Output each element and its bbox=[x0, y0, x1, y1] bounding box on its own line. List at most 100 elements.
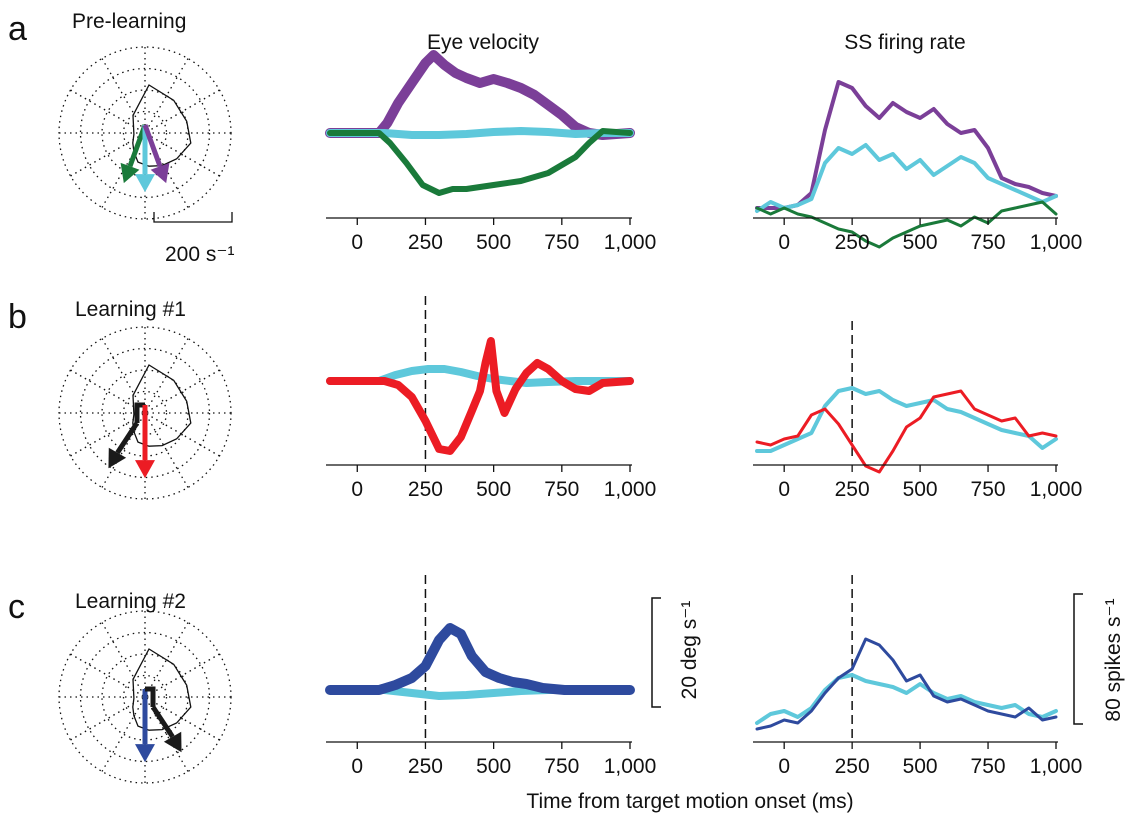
x-tick-label: 1,000 bbox=[1030, 478, 1083, 501]
x-tick-label: 500 bbox=[476, 755, 511, 778]
label-layer: Eye velocity SS firing rate Time from ta… bbox=[8, 10, 1125, 813]
series-cyan bbox=[755, 673, 1058, 725]
x-tick-label: 0 bbox=[351, 231, 363, 254]
x-tick-label: 1,000 bbox=[604, 478, 657, 501]
arrow-head-blue bbox=[135, 744, 155, 763]
panel-letter-c: c bbox=[8, 588, 25, 626]
x-tick-label: 1,000 bbox=[1030, 755, 1083, 778]
arrow-head-black bbox=[163, 731, 182, 753]
polar-spoke bbox=[101, 58, 189, 208]
polar-spoke bbox=[101, 58, 189, 208]
polar-ring bbox=[79, 631, 211, 763]
x-tick-label: 750 bbox=[971, 755, 1006, 778]
arrow-head-black bbox=[108, 447, 127, 469]
x-tick-label: 500 bbox=[476, 231, 511, 254]
polar-spoke bbox=[70, 369, 220, 457]
polar-spoke bbox=[70, 653, 220, 741]
arrow-kink bbox=[134, 402, 145, 423]
series-cyan bbox=[326, 127, 634, 139]
polar-ring bbox=[79, 347, 211, 479]
polar-ring bbox=[79, 67, 211, 199]
arrow-head-red bbox=[135, 460, 155, 479]
ss-firing-scale-bar bbox=[1073, 593, 1083, 725]
eye-velocity-scale-label: 20 deg s⁻¹ bbox=[678, 601, 701, 700]
arrow-black bbox=[115, 421, 140, 455]
arrow-head-purple bbox=[150, 162, 170, 184]
chart-b-eye-velocity: 0 250 500 750 1,000 bbox=[326, 296, 656, 501]
x-tick-label: 0 bbox=[351, 478, 363, 501]
series-cyan bbox=[755, 386, 1058, 453]
x-tick-label: 250 bbox=[835, 231, 870, 254]
x-tick-label: 250 bbox=[408, 478, 443, 501]
panel-letter-a: a bbox=[8, 10, 27, 48]
x-tick-label: 0 bbox=[778, 755, 790, 778]
tuning-curve bbox=[132, 364, 192, 447]
x-tick-label: 250 bbox=[835, 755, 870, 778]
x-tick-label: 500 bbox=[476, 478, 511, 501]
polar-plot-b bbox=[58, 326, 232, 500]
polar-plot-c bbox=[58, 610, 232, 784]
polar-spoke bbox=[101, 338, 189, 488]
panel-title-c: Learning #2 bbox=[75, 590, 186, 613]
x-tick-label: 500 bbox=[903, 231, 938, 254]
series-blue bbox=[325, 623, 635, 695]
series-red bbox=[326, 337, 634, 455]
x-tick-label: 0 bbox=[778, 478, 790, 501]
plot-layer: 0 250 500 750 1,000 0 250 500 750 1,000 0 250 500 750… bbox=[325, 50, 1083, 778]
x-tick-label: 500 bbox=[903, 478, 938, 501]
polar-spoke bbox=[70, 89, 220, 177]
x-tick-label: 750 bbox=[971, 478, 1006, 501]
x-tick-label: 250 bbox=[408, 755, 443, 778]
arrow-black bbox=[150, 705, 175, 739]
chart-a-ss-firing: 0 250 500 750 1,000 bbox=[753, 80, 1083, 254]
x-tick-label: 0 bbox=[351, 755, 363, 778]
arrow-green bbox=[127, 124, 148, 168]
series-purple bbox=[325, 50, 635, 140]
x-tick-label: 500 bbox=[903, 755, 938, 778]
arrow-purple bbox=[142, 124, 163, 168]
arrow-head-cyan bbox=[135, 174, 155, 193]
tuning-curve bbox=[132, 648, 192, 731]
series-green bbox=[755, 200, 1058, 249]
ss-firing-scale-label: 80 spikes s⁻¹ bbox=[1102, 598, 1125, 721]
x-tick-label: 750 bbox=[544, 755, 579, 778]
eye-velocity-title: Eye velocity bbox=[427, 31, 540, 54]
polar-spoke bbox=[70, 653, 220, 741]
x-tick-label: 0 bbox=[778, 231, 790, 254]
series-green bbox=[327, 128, 633, 196]
chart-c-ss-firing: 0 250 500 750 1,000 bbox=[753, 575, 1082, 778]
polar-plot-a bbox=[58, 46, 232, 220]
chart-a-eye-velocity: 0 250 500 750 1,000 bbox=[325, 50, 657, 254]
arrow-head-green bbox=[120, 162, 140, 184]
scale-bars bbox=[651, 593, 1083, 725]
eye-velocity-scale-bar bbox=[651, 597, 661, 708]
chart-c-eye-velocity: 0 250 500 750 1,000 bbox=[325, 575, 657, 778]
arrow-kink bbox=[145, 686, 156, 707]
x-tick-label: 250 bbox=[408, 231, 443, 254]
panel-title-b: Learning #1 bbox=[75, 298, 186, 321]
x-tick-label: 750 bbox=[544, 478, 579, 501]
series-red bbox=[755, 389, 1058, 474]
series-purple bbox=[755, 80, 1058, 210]
panel-title-a: Pre-learning bbox=[72, 10, 186, 33]
series-cyan bbox=[755, 143, 1058, 213]
x-tick-label: 750 bbox=[971, 231, 1006, 254]
chart-b-ss-firing: 0 250 500 750 1,000 bbox=[753, 321, 1082, 501]
x-tick-label: 250 bbox=[835, 478, 870, 501]
x-tick-label: 1,000 bbox=[604, 231, 657, 254]
panel-letter-b: b bbox=[8, 298, 27, 336]
x-axis-label: Time from target motion onset (ms) bbox=[526, 790, 853, 813]
x-tick-label: 1,000 bbox=[1030, 231, 1083, 254]
polar-layer bbox=[58, 46, 233, 784]
polar-spoke bbox=[70, 369, 220, 457]
ss-firing-rate-title: SS firing rate bbox=[844, 31, 965, 54]
x-tick-label: 750 bbox=[544, 231, 579, 254]
series-blue bbox=[755, 637, 1058, 731]
polar-spoke bbox=[70, 89, 220, 177]
x-tick-label: 1,000 bbox=[604, 755, 657, 778]
polar-spoke bbox=[101, 622, 189, 772]
polar-scale-bar bbox=[153, 212, 233, 223]
tuning-curve bbox=[132, 84, 192, 167]
polar-scale-label: 200 s⁻¹ bbox=[165, 243, 234, 266]
